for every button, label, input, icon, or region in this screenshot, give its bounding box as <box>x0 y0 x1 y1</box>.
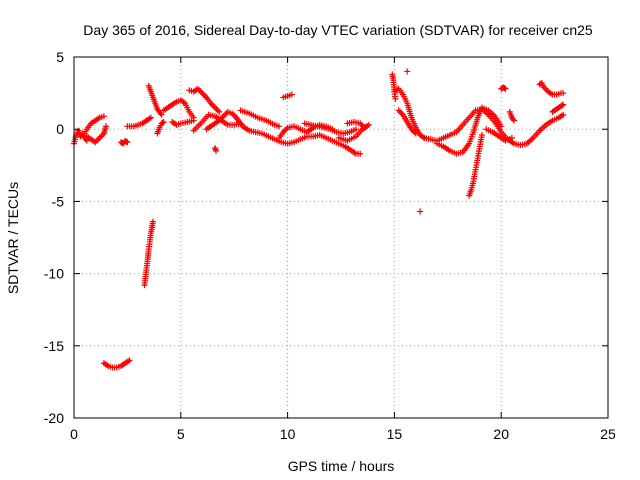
y-tick-label: -15 <box>44 338 64 354</box>
data-point <box>159 119 166 126</box>
data-point <box>123 138 130 145</box>
data-point <box>190 117 197 124</box>
x-tick-label: 10 <box>280 426 296 442</box>
data-point <box>508 134 515 141</box>
grid-lines <box>74 57 608 418</box>
data-point <box>560 90 567 97</box>
axis-ticks <box>73 56 609 419</box>
data-point <box>478 131 485 138</box>
data-point <box>150 218 157 225</box>
data-point <box>124 139 131 146</box>
data-point <box>502 85 509 92</box>
data-point <box>412 130 419 137</box>
data-point <box>404 68 411 75</box>
x-tick-label: 0 <box>70 426 78 442</box>
data-point <box>100 113 107 120</box>
data-point <box>357 150 364 157</box>
data-point <box>276 123 283 130</box>
y-tick-label: -5 <box>52 193 65 209</box>
data-point <box>501 85 508 92</box>
data-point <box>158 111 165 118</box>
data-point <box>288 91 295 98</box>
data-point <box>560 101 567 108</box>
data-point <box>213 147 220 154</box>
y-tick-label: -10 <box>44 266 64 282</box>
data-point <box>559 102 566 109</box>
data-point <box>392 95 399 102</box>
y-tick-label: -20 <box>44 410 64 426</box>
y-axis-label: SDTVAR / TECUs <box>5 182 21 294</box>
data-point <box>511 117 518 124</box>
data-point <box>147 114 154 121</box>
x-tick-label: 25 <box>600 426 616 442</box>
data-point <box>352 126 359 133</box>
data-point <box>498 123 505 130</box>
data-point <box>560 111 567 118</box>
data-point <box>126 357 133 364</box>
x-tick-label: 20 <box>493 426 509 442</box>
x-axis-label: GPS time / hours <box>288 458 395 474</box>
y-tick-label: 5 <box>56 49 64 65</box>
tick-labels: 0 5 10 15 20 25 -20 -15 -10 -5 0 5 <box>44 49 616 442</box>
chart-title: Day 365 of 2016, Sidereal Day-to-day VTE… <box>83 22 593 38</box>
data-point <box>216 108 223 115</box>
data-point <box>160 118 167 125</box>
y-tick-label: 0 <box>56 121 64 137</box>
x-tick-label: 15 <box>387 426 403 442</box>
data-points <box>71 68 567 371</box>
data-point <box>361 124 368 131</box>
data-point <box>417 208 424 215</box>
plot-border <box>73 56 609 419</box>
data-point <box>365 121 372 128</box>
x-tick-label: 5 <box>177 426 185 442</box>
data-point <box>103 123 110 130</box>
